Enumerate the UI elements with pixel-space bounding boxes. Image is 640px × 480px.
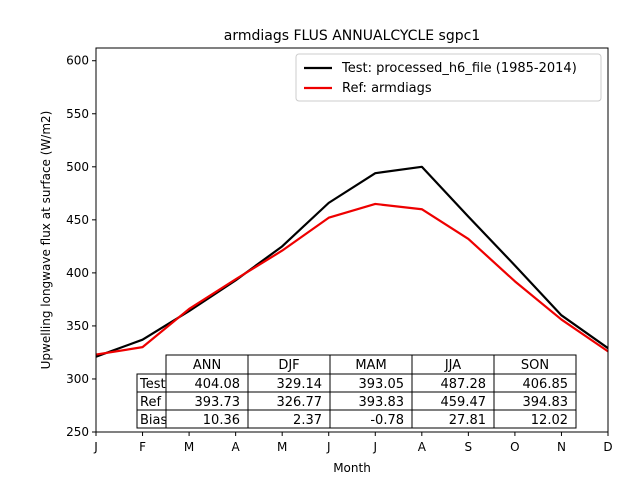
table-cell (493, 409, 577, 429)
x-tick-label: N (557, 440, 566, 454)
x-tick-label: O (510, 440, 519, 454)
y-tick-label: 600 (66, 54, 89, 68)
series-line-ref (95, 202, 609, 356)
table-cell-value: -0.78 (370, 413, 404, 428)
legend-box (295, 53, 602, 102)
table-cell-value: 393.73 (195, 395, 241, 410)
plot-frame (95, 47, 609, 433)
table-cell-value: 12.02 (531, 413, 568, 428)
table-cell-value: 393.05 (359, 377, 405, 392)
y-tick-label: 300 (66, 372, 89, 386)
chart-title: armdiags FLUS ANNUALCYCLE sgpc1 (224, 28, 480, 44)
table-row-label: Bias (140, 413, 167, 428)
x-tick-label: F (139, 440, 146, 454)
table-column-header: ANN (193, 358, 221, 373)
table-column-header: SON (521, 358, 549, 373)
table-cell-value: 487.28 (441, 377, 487, 392)
x-tick-label: M (184, 440, 194, 454)
x-axis-label: Month (333, 461, 371, 475)
series-line-test (95, 165, 609, 358)
y-axis-label: Upwelling longwave flux at surface (W/m2… (39, 111, 53, 370)
table-row-label: Ref (140, 395, 161, 410)
table-cell-value: 10.36 (203, 413, 240, 428)
table-cell-value: 406.85 (523, 377, 569, 392)
table-cell-value: 2.37 (293, 413, 322, 428)
y-tick-label: 400 (66, 266, 89, 280)
x-tick-label: J (93, 440, 98, 454)
table-cell-value: 404.08 (195, 377, 241, 392)
legend-label: Test: processed_h6_file (1985-2014) (341, 61, 577, 76)
table-column-header: MAM (355, 358, 386, 373)
x-tick-label: J (326, 440, 331, 454)
table-cell-value: 394.83 (523, 395, 569, 410)
table-cell-value: 27.81 (449, 413, 486, 428)
x-tick-label: S (465, 440, 473, 454)
legend-label: Ref: armdiags (342, 81, 432, 96)
y-tick-label: 250 (66, 425, 89, 439)
x-tick-label: M (277, 440, 287, 454)
table-row-label: Test (139, 377, 166, 392)
y-tick-label: 550 (66, 107, 89, 121)
table-cell-value: 459.47 (441, 395, 487, 410)
table-cell-value: 393.83 (359, 395, 405, 410)
x-tick-label: J (372, 440, 377, 454)
y-tick-label: 450 (66, 213, 89, 227)
y-tick-label: 350 (66, 319, 89, 333)
x-tick-label: D (603, 440, 612, 454)
table-cell-value: 326.77 (277, 395, 323, 410)
x-tick-label: A (418, 440, 427, 454)
table-column-header: DJF (278, 358, 299, 373)
table-cell-value: 329.14 (277, 377, 323, 392)
table-column-header: JJA (444, 358, 461, 373)
y-tick-label: 500 (66, 160, 89, 174)
x-tick-label: A (232, 440, 241, 454)
